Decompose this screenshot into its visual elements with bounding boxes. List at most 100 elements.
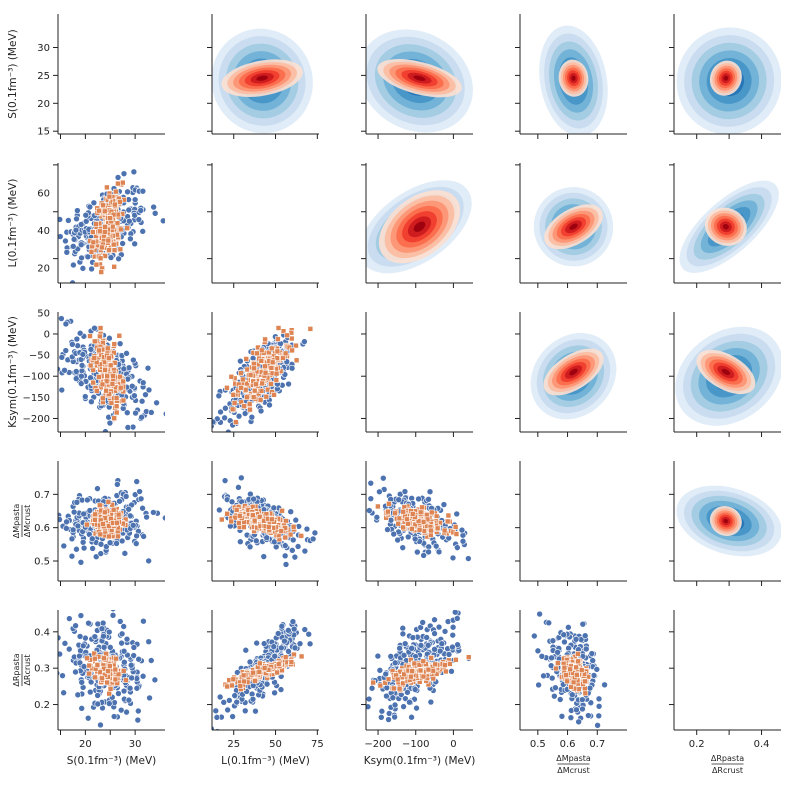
- panel-Ksym-vs-Ksym: [361, 312, 473, 437]
- scatter-point: [73, 215, 80, 223]
- scatter-square: [228, 373, 235, 380]
- scatter-square: [241, 678, 247, 685]
- scatter-point: [74, 342, 81, 349]
- scatter-point: [70, 236, 78, 243]
- scatter-point: [548, 674, 556, 682]
- scatter-point: [137, 207, 145, 214]
- scatter-square: [233, 507, 240, 513]
- panel-L-vs-Ksym: [361, 163, 473, 288]
- scatter-point: [246, 543, 254, 551]
- scatter-point: [78, 678, 86, 686]
- scatter-point: [106, 644, 114, 651]
- scatter-point: [425, 548, 432, 556]
- scatter-point: [84, 714, 92, 722]
- scatter-point: [380, 474, 387, 482]
- scatter-point: [288, 364, 296, 372]
- scatter-point: [212, 418, 217, 426]
- scatter-square: [259, 380, 266, 387]
- scatter-square: [268, 516, 275, 523]
- scatter-point: [140, 617, 147, 625]
- scatter-point: [425, 496, 432, 503]
- scatter-point: [385, 716, 392, 723]
- scatter-square: [104, 373, 110, 380]
- scatter-point: [128, 674, 135, 682]
- scatter-point: [595, 712, 603, 720]
- scatter-square: [275, 336, 281, 342]
- panel-grid: [53, 14, 781, 735]
- scatter-square: [251, 517, 258, 524]
- scatter-point: [90, 199, 98, 207]
- scatter-square: [86, 670, 92, 677]
- scatter-square: [236, 513, 243, 519]
- scatter-point: [582, 645, 590, 653]
- scatter-point: [391, 701, 399, 709]
- scatter-point: [423, 634, 430, 641]
- scatter-point: [88, 265, 95, 273]
- scatter-point: [97, 721, 104, 729]
- scatter-square: [241, 403, 248, 410]
- scatter-point: [87, 678, 95, 686]
- scatter-point: [579, 705, 586, 713]
- scatter-square: [84, 521, 90, 528]
- scatter-point: [350, 514, 356, 520]
- scatter-square: [444, 518, 451, 525]
- scatter-square: [218, 516, 225, 523]
- scatter-square: [112, 201, 118, 208]
- scatter-point: [441, 628, 449, 635]
- scatter-point: [419, 619, 427, 626]
- scatter-square: [282, 654, 289, 661]
- scatter-point: [420, 552, 427, 559]
- scatter-point: [384, 526, 391, 533]
- panel-content: [350, 474, 472, 562]
- scatter-point: [60, 542, 68, 550]
- scatter-square: [97, 531, 104, 538]
- scatter-point: [411, 686, 419, 693]
- scatter-square: [271, 392, 277, 398]
- scatter-point: [292, 516, 300, 524]
- scatter-square: [110, 372, 116, 379]
- scatter-square: [265, 524, 272, 530]
- scatter-point: [60, 689, 67, 697]
- scatter-point: [58, 354, 66, 361]
- scatter-point: [79, 351, 87, 358]
- scatter-point: [290, 625, 298, 633]
- scatter-point: [250, 495, 257, 503]
- scatter-square: [275, 661, 282, 667]
- scatter-point: [440, 501, 448, 508]
- scatter-point: [145, 557, 152, 565]
- scatter-point: [140, 533, 147, 540]
- scatter-point: [58, 216, 64, 223]
- scatter-point: [58, 670, 61, 677]
- scatter-point: [431, 646, 438, 653]
- scatter-point: [92, 553, 100, 561]
- scatter-point: [80, 663, 88, 670]
- scatter-square: [104, 184, 110, 191]
- scatter-square: [400, 508, 407, 515]
- scatter-point: [395, 496, 403, 504]
- scatter-point: [436, 647, 444, 655]
- scatter-point: [82, 211, 90, 219]
- scatter-point: [69, 341, 76, 348]
- scatter-square: [416, 662, 423, 668]
- scatter-square: [112, 666, 119, 673]
- scatter-square: [233, 419, 239, 425]
- panel-Ksym-vs-dM: [515, 312, 627, 437]
- scatter-square: [262, 363, 268, 370]
- scatter-square: [428, 655, 434, 661]
- scatter-square: [273, 377, 280, 383]
- scatter-point: [390, 530, 398, 538]
- scatter-square: [211, 433, 216, 438]
- scatter-square: [238, 370, 244, 377]
- scatter-point: [99, 619, 107, 627]
- scatter-point: [387, 653, 395, 660]
- kde-contour-1: [569, 223, 578, 230]
- panel-content: [539, 25, 608, 134]
- scatter-point: [449, 623, 457, 631]
- scatter-point: [266, 401, 273, 409]
- scatter-square: [105, 668, 111, 674]
- scatter-square: [258, 347, 265, 354]
- scatter-square: [284, 332, 291, 339]
- panel-Ksym-vs-L: [207, 312, 319, 438]
- scatter-point: [229, 713, 236, 720]
- scatter-square: [268, 381, 274, 387]
